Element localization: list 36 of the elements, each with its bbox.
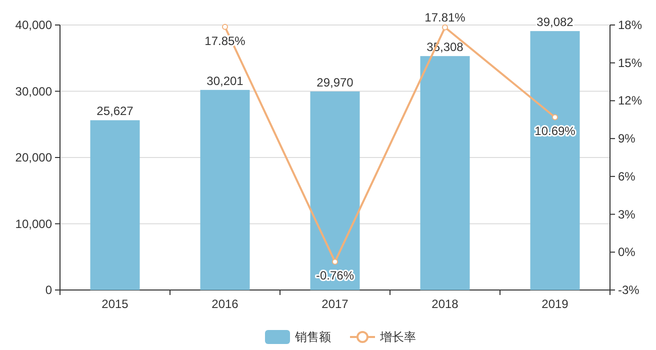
legend-label: 销售额 bbox=[294, 330, 331, 344]
y2-tick-label: 12% bbox=[618, 94, 642, 108]
y2-tick-label: 6% bbox=[618, 169, 636, 184]
point bbox=[222, 24, 228, 30]
x-tick-label: 2017 bbox=[322, 297, 349, 311]
y2-tick-label: 9% bbox=[618, 132, 636, 146]
bar bbox=[200, 90, 250, 290]
y2-tick-label: -3% bbox=[618, 283, 640, 297]
y2-tick-label: 0% bbox=[618, 245, 636, 260]
y-tick-label: 0 bbox=[45, 283, 52, 297]
bar bbox=[420, 56, 470, 290]
data-label: 39,082 bbox=[536, 15, 574, 30]
bar bbox=[90, 120, 140, 290]
y-tick-label: 10,000 bbox=[15, 216, 52, 231]
y2-tick-label: 15% bbox=[618, 56, 642, 70]
data-label: 29,970 bbox=[316, 75, 354, 90]
y-tick-label: 40,000 bbox=[15, 18, 52, 32]
data-label: 25,627 bbox=[96, 104, 134, 118]
x-tick-label: 2015 bbox=[102, 297, 129, 311]
x-tick-label: 2018 bbox=[432, 297, 459, 311]
x-tick-label: 2019 bbox=[542, 297, 569, 311]
point bbox=[552, 114, 558, 120]
data-label: 30,201 bbox=[206, 74, 244, 88]
point bbox=[332, 258, 338, 265]
bar bbox=[310, 91, 360, 290]
y-tick-label: 30,000 bbox=[15, 84, 52, 98]
x-tick-label: 2016 bbox=[212, 297, 239, 311]
y-tick-label: 20,000 bbox=[15, 150, 52, 164]
legend-label: 增长率 bbox=[379, 330, 416, 344]
y2-tick-label: 18% bbox=[618, 18, 642, 32]
bar bbox=[530, 31, 580, 290]
data-label: 17.81% bbox=[424, 10, 466, 24]
data-label: -0.76% bbox=[316, 268, 354, 283]
data-label: 10.69% bbox=[534, 124, 576, 138]
y2-tick-label: 3% bbox=[618, 207, 636, 222]
point bbox=[442, 24, 448, 30]
